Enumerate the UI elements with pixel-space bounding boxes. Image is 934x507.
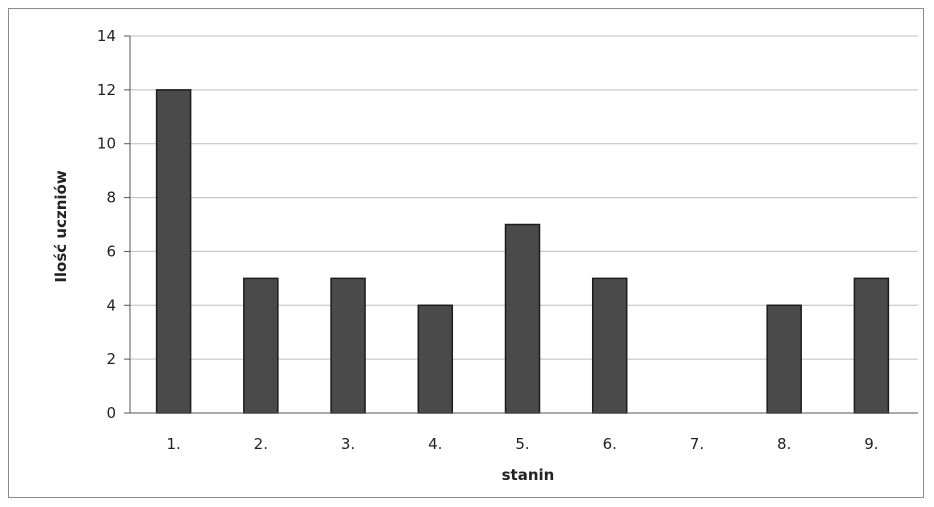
- y-tick-label: 10: [97, 135, 116, 153]
- bar-5: [504, 223, 541, 414]
- bar-3: [330, 277, 366, 414]
- y-tick-label: 0: [106, 404, 116, 422]
- x-tick-label: 7.: [690, 435, 704, 453]
- y-tick-labels: 0 2 4 6 8 10 12 14: [97, 27, 130, 422]
- y-tick-label: 4: [106, 296, 116, 314]
- x-tick-label: 9.: [864, 435, 878, 453]
- bar-2: [243, 277, 279, 414]
- x-tick-label: 4.: [428, 435, 442, 453]
- chart-frame: [8, 8, 924, 498]
- y-tick-label: 8: [106, 189, 116, 207]
- x-tick-labels: 1. 2. 3. 4. 5. 6. 7. 8. 9.: [166, 435, 878, 453]
- y-tick-label: 2: [106, 350, 116, 368]
- bar-6: [591, 277, 628, 414]
- y-tick-label: 12: [97, 81, 116, 99]
- x-tick-label: 1.: [166, 435, 180, 453]
- bar-4: [417, 304, 454, 414]
- x-tick-label: 6.: [603, 435, 617, 453]
- x-tick-label: 5.: [515, 435, 529, 453]
- x-axis-title: stanin: [502, 466, 555, 484]
- y-tick-label: 6: [106, 242, 116, 260]
- bar-9: [853, 277, 890, 414]
- x-tick-label: 3.: [341, 435, 355, 453]
- bar-8: [766, 304, 802, 414]
- y-axis-title: Ilość uczniów: [52, 170, 70, 282]
- y-tick-label: 14: [97, 27, 116, 45]
- bar-1: [155, 89, 192, 414]
- x-tick-label: 2.: [254, 435, 268, 453]
- x-tick-label: 8.: [777, 435, 791, 453]
